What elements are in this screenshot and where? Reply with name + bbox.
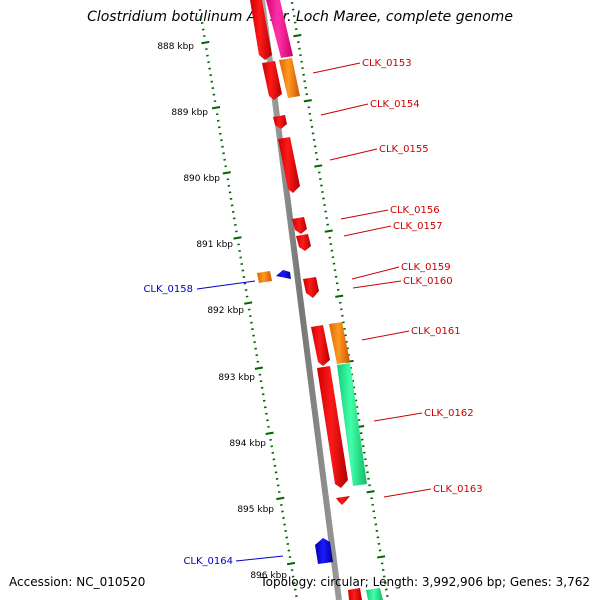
kbp-label: 889 kbp <box>171 108 208 118</box>
gene-feature[interactable] <box>336 496 350 505</box>
gene-feature[interactable] <box>303 277 319 298</box>
ruler-major-tick <box>376 555 386 559</box>
gene-feature[interactable] <box>250 0 272 60</box>
ruler-major-tick <box>324 229 333 233</box>
gene-feature[interactable] <box>311 325 330 366</box>
gene-label-clk-0155[interactable]: CLK_0155 <box>379 144 429 155</box>
ruler-major-tick <box>211 106 221 110</box>
kbp-ruler <box>198 9 298 598</box>
gene-label-clk-0163[interactable]: CLK_0163 <box>433 484 483 495</box>
gene-feature[interactable] <box>292 217 307 234</box>
gene-feature[interactable] <box>296 234 311 251</box>
ruler-major-tick <box>222 171 231 175</box>
cog-feature <box>257 271 272 283</box>
ruler-major-tick <box>233 236 242 240</box>
kbp-label: 891 kbp <box>196 240 233 250</box>
cog-feature <box>366 588 383 600</box>
kbp-label: 888 kbp <box>157 42 194 52</box>
ruler-major-tick <box>366 490 375 494</box>
gene-label-clk-0156[interactable]: CLK_0156 <box>390 205 440 216</box>
gene-label-clk-0154[interactable]: CLK_0154 <box>370 99 420 110</box>
gene-label-clk-0162[interactable]: CLK_0162 <box>424 408 474 419</box>
kbp-label: 894 kbp <box>229 439 266 449</box>
ruler-major-tick <box>254 366 263 370</box>
kbp-label: 895 kbp <box>237 505 274 515</box>
gene-label-clk-0161[interactable]: CLK_0161 <box>411 326 461 337</box>
outer-ruler <box>290 2 389 598</box>
kbp-label: 890 kbp <box>183 174 220 184</box>
gene-feature[interactable] <box>348 588 362 600</box>
cog-feature <box>266 0 293 58</box>
label-leader-lines <box>196 62 432 562</box>
gene-feature[interactable] <box>276 270 291 279</box>
kbp-tick-labels: 888 kbp 889 kbp 890 kbp 891 kbp 892 kbp … <box>157 42 287 581</box>
ruler-major-tick <box>314 164 323 168</box>
gene-labels: CLK_0153 CLK_0154 CLK_0155 CLK_0156 CLK_… <box>143 58 482 567</box>
gene-feature[interactable] <box>317 366 348 488</box>
gene-label-clk-0159[interactable]: CLK_0159 <box>401 262 451 273</box>
ruler-major-tick <box>335 294 344 298</box>
cog-feature <box>279 58 300 98</box>
genome-backbone <box>259 0 342 600</box>
gene-feature[interactable] <box>278 137 300 193</box>
gene-feature[interactable] <box>315 538 333 564</box>
forward-gene-features <box>250 0 362 600</box>
map-title: Clostridium botulinum A3 str. Loch Maree… <box>87 9 513 25</box>
kbp-label: 893 kbp <box>218 373 255 383</box>
gene-label-clk-0157[interactable]: CLK_0157 <box>393 221 443 232</box>
ruler-major-tick <box>265 431 274 435</box>
cog-color-strip <box>257 0 383 600</box>
ruler-major-tick <box>244 301 253 305</box>
reverse-gene-features <box>276 270 333 564</box>
gene-label-clk-0160[interactable]: CLK_0160 <box>403 276 453 287</box>
ruler-major-tick <box>276 496 285 501</box>
cog-feature <box>337 363 367 486</box>
cog-feature <box>329 322 350 364</box>
gene-feature[interactable] <box>273 115 287 129</box>
kbp-label: 892 kbp <box>207 306 244 316</box>
ruler-major-tick <box>201 40 210 45</box>
accession-info: Accession: NC_010520 <box>9 575 146 589</box>
genome-summary: Topology: circular; Length: 3,992,906 bp… <box>260 575 590 589</box>
ruler-major-tick <box>303 99 312 103</box>
ruler-major-tick <box>293 33 302 38</box>
gene-label-clk-0164[interactable]: CLK_0164 <box>183 556 233 567</box>
ruler-major-tick <box>286 561 296 566</box>
gene-feature[interactable] <box>262 61 282 100</box>
gene-label-clk-0153[interactable]: CLK_0153 <box>362 58 412 69</box>
gene-label-clk-0158[interactable]: CLK_0158 <box>143 284 193 295</box>
kbp-label: 896 kbp <box>250 571 287 581</box>
